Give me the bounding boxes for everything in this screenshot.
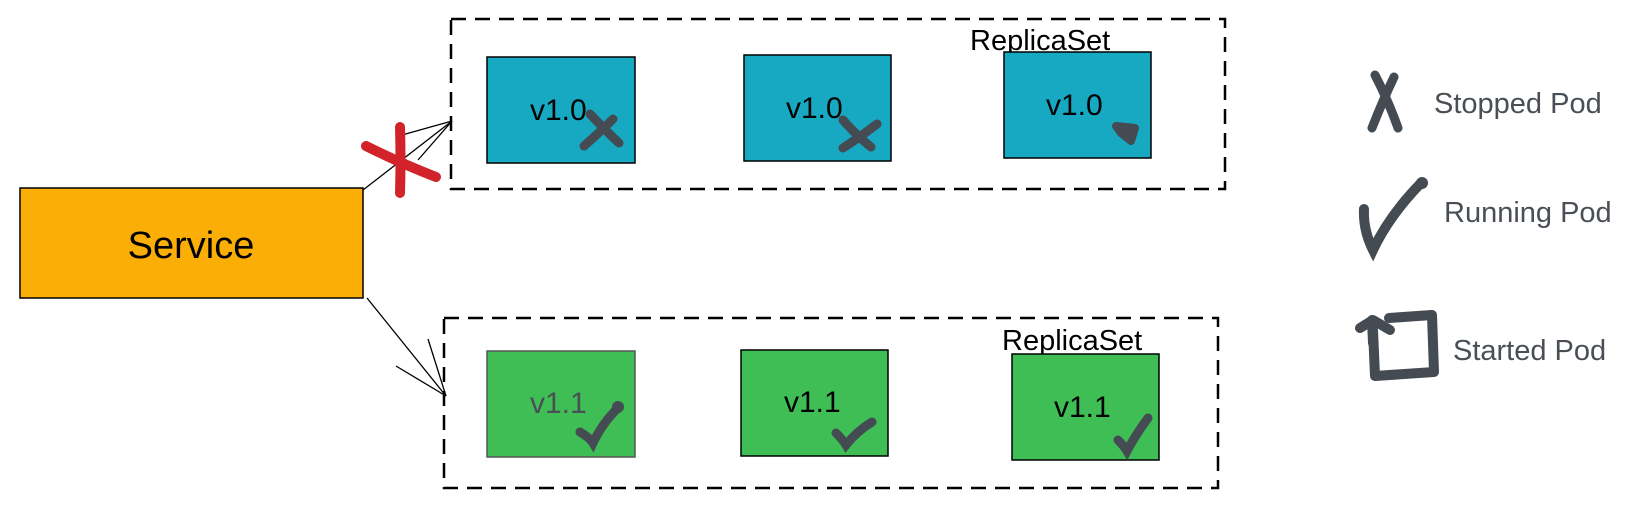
stopped-pod-icon	[838, 115, 882, 153]
pod-v1-0-2-version: v1.0	[786, 92, 843, 125]
pod-v1-0-3-version: v1.0	[1046, 89, 1103, 122]
pod-v1-0-1	[486, 56, 636, 164]
pod-v1-1-3-version: v1.1	[1054, 391, 1111, 424]
running-pod-icon-dot	[1416, 177, 1428, 189]
legend-started-pod-label: Started Pod	[1453, 335, 1606, 367]
stopped-pod-icon	[579, 109, 624, 151]
blocked-connection-icon	[361, 122, 441, 198]
service-connector-v1-0	[362, 120, 453, 191]
service-box	[19, 187, 364, 299]
running-pod-icon-dot	[612, 401, 624, 413]
started-pod-icon	[1355, 310, 1439, 381]
replicaset-v1-0-frame	[449, 17, 1227, 191]
replicaset-v1-1-frame	[442, 316, 1220, 490]
legend-running-pod-label: Running Pod	[1444, 197, 1612, 229]
running-pod-icon	[1113, 413, 1153, 461]
started-pod-icon	[1112, 122, 1139, 145]
running-pod-icon	[1358, 178, 1426, 262]
pod-v1-1-1-version: v1.1	[530, 387, 587, 420]
service-connector-v1-1	[366, 297, 447, 397]
running-pod-icon	[575, 402, 624, 453]
legend-stopped-pod-label: Stopped Pod	[1434, 88, 1602, 120]
stopped-pod-icon	[1367, 70, 1403, 133]
legend: Stopped Pod Running Pod Started Pod	[1355, 70, 1612, 381]
pod-v1-1-2	[740, 349, 889, 457]
replicaset-v1-1-label: ReplicaSet	[1002, 325, 1142, 357]
running-pod-icon	[831, 417, 877, 453]
pod-v1-1-2-version: v1.1	[784, 386, 841, 419]
pod-v1-0-1-version: v1.0	[530, 94, 587, 127]
pod-v1-1-1	[486, 350, 636, 458]
service-label: Service	[128, 225, 255, 267]
